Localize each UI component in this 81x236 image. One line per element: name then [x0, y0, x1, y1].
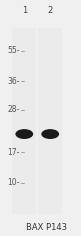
Text: BAX P143: BAX P143 [26, 223, 67, 232]
FancyBboxPatch shape [12, 28, 36, 214]
Text: 36-: 36- [7, 77, 20, 86]
Text: 10-: 10- [7, 178, 20, 187]
Text: 28-: 28- [8, 105, 20, 114]
Text: 17-: 17- [7, 148, 20, 157]
Text: 1: 1 [22, 6, 27, 15]
Text: 55-: 55- [7, 46, 20, 55]
Text: 2: 2 [48, 6, 53, 15]
Ellipse shape [41, 129, 59, 139]
FancyBboxPatch shape [38, 28, 62, 214]
Ellipse shape [15, 129, 33, 139]
